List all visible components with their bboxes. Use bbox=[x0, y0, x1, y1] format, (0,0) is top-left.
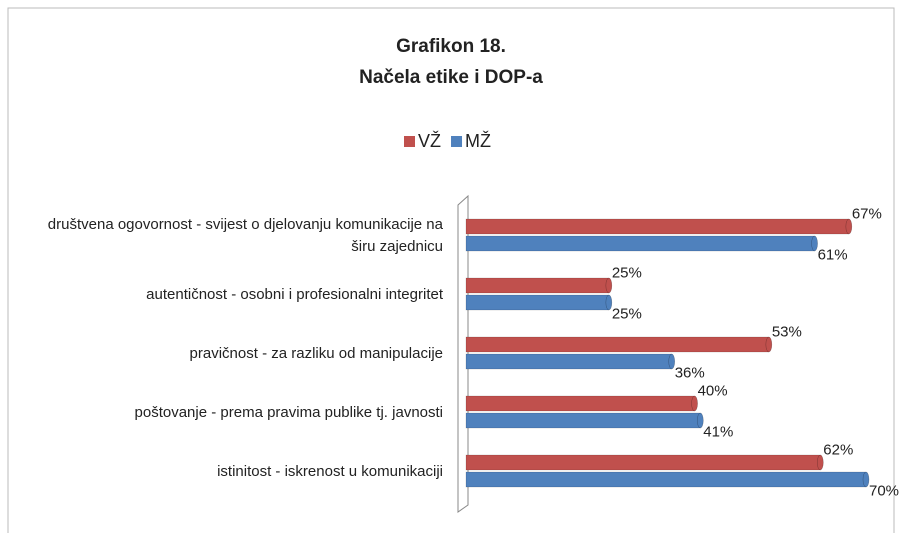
value-label: 41% bbox=[703, 423, 733, 440]
category-label: pravičnost - za razliku od manipulacije bbox=[190, 345, 443, 362]
bar bbox=[465, 218, 850, 235]
category-label: poštovanje - prema pravima publike tj. j… bbox=[135, 404, 443, 421]
bar-cap bbox=[605, 294, 613, 311]
value-label: 67% bbox=[852, 205, 882, 222]
bar bbox=[465, 336, 770, 353]
value-label: 70% bbox=[869, 482, 899, 499]
bar-cap bbox=[862, 471, 870, 488]
category-label: istinitost - iskrenost u komunikaciji bbox=[217, 463, 443, 480]
bar bbox=[465, 294, 610, 311]
category-label: autentičnost - osobni i profesionalni in… bbox=[146, 286, 444, 303]
bar bbox=[465, 471, 867, 488]
category-label: društvena ogovornost - svijest o djelova… bbox=[48, 216, 444, 255]
value-label: 62% bbox=[823, 441, 853, 458]
bar-cap bbox=[845, 218, 853, 235]
bar bbox=[465, 454, 821, 471]
bar bbox=[465, 235, 815, 252]
bar bbox=[465, 412, 701, 429]
chart-title: Grafikon 18. bbox=[396, 36, 506, 57]
value-label: 25% bbox=[612, 305, 642, 322]
bar bbox=[465, 395, 695, 412]
chart-subtitle: Načela etike i DOP-a bbox=[359, 67, 543, 88]
bar-cap bbox=[817, 454, 824, 471]
legend-swatch bbox=[404, 136, 415, 147]
category-label-line: širu zajednicu bbox=[351, 238, 443, 255]
bar bbox=[465, 277, 610, 294]
axis-wall bbox=[457, 194, 469, 513]
bar-cap bbox=[765, 336, 773, 353]
bar-cap bbox=[697, 412, 704, 429]
chart-border bbox=[7, 7, 895, 533]
bar-cap bbox=[811, 235, 818, 252]
legend-label: VŽ bbox=[418, 131, 441, 151]
value-label: 25% bbox=[612, 264, 642, 281]
bar-cap bbox=[668, 353, 675, 370]
value-label: 53% bbox=[772, 323, 802, 340]
value-label: 36% bbox=[675, 364, 705, 381]
value-label: 40% bbox=[698, 382, 728, 399]
legend-swatch bbox=[451, 136, 463, 147]
value-label: 61% bbox=[818, 246, 848, 263]
bar-cap bbox=[605, 277, 613, 294]
legend-label: MŽ bbox=[465, 131, 491, 151]
category-label-line: društvena ogovornost - svijest o djelova… bbox=[48, 216, 444, 233]
bar-cap bbox=[691, 395, 698, 412]
bar bbox=[465, 353, 672, 370]
